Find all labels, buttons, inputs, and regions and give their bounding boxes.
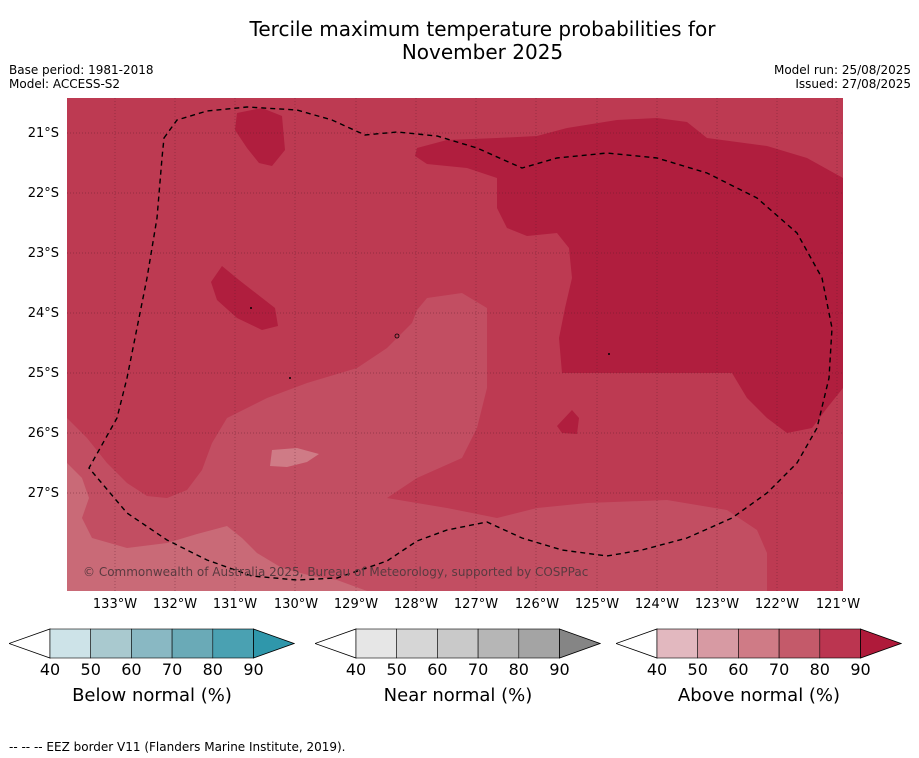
colorbar-tick-label: 60 [121,660,142,679]
map-blob-light [270,448,319,467]
colorbar-extend-low [616,628,658,659]
ticks-below-normal: 40 50 60 70 80 90 [9,661,295,679]
colorbar-segment [477,628,520,659]
lon-label-130w: 130°W [273,597,319,612]
copyright-notice: © Commonwealth of Australia 2025, Bureau… [83,565,589,579]
issued-date: Issued: 27/08/2025 [795,77,911,91]
colorbar-tick-label: 40 [646,660,668,679]
colorbar-segment [518,628,560,659]
colorbar-tick-label: 80 [508,660,529,679]
colorbar-tick-label: 50 [386,660,407,679]
colorbar-extend-high [559,628,601,659]
lon-label-131w: 131°W [212,597,258,612]
colorbar-above-normal [616,628,902,659]
lat-label-24s: 24°S [27,306,59,321]
legend-near-normal: 40 50 60 70 80 90 Near normal (%) [315,628,601,718]
colorbar-extend-low [9,628,51,659]
lon-label-121w: 121°W [815,597,861,612]
colorbar-segment [697,628,739,659]
lon-label-128w: 128°W [393,597,439,612]
meta-left: Base period: 1981-2018 Model: ACCESS-S2 [9,63,154,91]
legend-label-above-normal: Above normal (%) [677,685,841,706]
colorbar-tick-label: 60 [427,660,448,679]
colorbar-tick-label: 90 [850,660,871,679]
lon-label-122w: 122°W [754,597,800,612]
colorbar-extend-high [253,628,295,659]
map-region-50-60 [67,463,367,591]
ticks-above-normal: 40 50 60 70 80 90 [616,661,902,679]
lon-label-129w: 129°W [333,597,379,612]
colorbar-tick-label: 70 [467,660,489,679]
colorbar-segment [819,628,861,659]
colorbar-tick-label: 50 [80,660,101,679]
ticks-near-normal: 40 50 60 70 80 90 [315,661,601,679]
title-line-2: November 2025 [401,40,564,64]
colorbar-tick-label: 70 [161,660,183,679]
model-run: Model run: 25/08/2025 [773,63,911,77]
colorbar-near-normal [315,628,601,659]
model-name: Model: ACCESS-S2 [9,77,121,91]
lat-label-23s: 23°S [27,246,59,261]
colorbar-tick-label: 80 [202,660,223,679]
island-marks [250,307,610,379]
legend-label-below-normal: Below normal (%) [72,685,232,706]
colorbar-tick-label: 80 [809,660,830,679]
colorbar-segment [49,628,92,659]
colorbar-segment [355,628,398,659]
colorbar-segment [131,628,173,659]
base-period: Base period: 1981-2018 [9,63,154,77]
lat-label-27s: 27°S [27,486,59,501]
lon-label-133w: 133°W [92,597,138,612]
colorbar-tick-label: 70 [768,660,790,679]
map-blob-dark-3 [557,410,579,434]
colorbar-tick-label: 60 [728,660,749,679]
legend-above-normal: 40 50 60 70 80 90 Above normal (%) [616,628,902,718]
colorbar-segment [396,628,438,659]
map-canvas [67,98,843,591]
lat-label-26s: 26°S [27,426,59,441]
lon-label-126w: 126°W [514,597,560,612]
lat-label-25s: 25°S [27,366,59,381]
map-blob-dark-2 [211,266,278,330]
map-blob-dark-1 [235,108,285,166]
colorbar-segment [171,628,214,659]
graticule [67,98,843,591]
colorbar-segment [738,628,780,659]
colorbar-tick-label: 40 [39,660,61,679]
legend-label-near-normal: Near normal (%) [383,685,533,706]
title-line-1: Tercile maximum temperature probabilitie… [249,17,716,41]
lon-label-125w: 125°W [574,597,620,612]
colorbar-segment [90,628,132,659]
colorbar-tick-label: 50 [687,660,708,679]
colorbar-tick-label: 40 [345,660,367,679]
colorbar-segment [656,628,699,659]
map-title: Tercile maximum temperature probabilitie… [0,18,919,64]
meta-right: Model run: 25/08/2025 Issued: 27/08/2025 [774,63,911,91]
probability-map: © Commonwealth of Australia 2025, Bureau… [67,98,843,591]
colorbar-tick-label: 90 [549,660,570,679]
eez-footnote: -- -- -- EEZ border V11 (Flanders Marine… [9,740,346,754]
lon-label-123w: 123°W [694,597,740,612]
lon-label-127w: 127°W [453,597,499,612]
legend-below-normal: 40 50 60 70 80 90 Below normal (%) [9,628,295,718]
lon-label-124w: 124°W [634,597,680,612]
colorbar-segment [437,628,479,659]
colorbar-segment [212,628,254,659]
colorbar-below-normal [9,628,295,659]
lat-label-22s: 22°S [27,186,59,201]
map-region-80-90 [415,118,843,433]
colorbar-tick-label: 90 [243,660,264,679]
colorbar-extend-low [315,628,357,659]
colorbar-extend-high [860,628,902,659]
map-region-60-70 [67,293,767,591]
lon-label-132w: 132°W [152,597,198,612]
colorbar-segment [778,628,821,659]
lat-label-21s: 21°S [27,126,59,141]
